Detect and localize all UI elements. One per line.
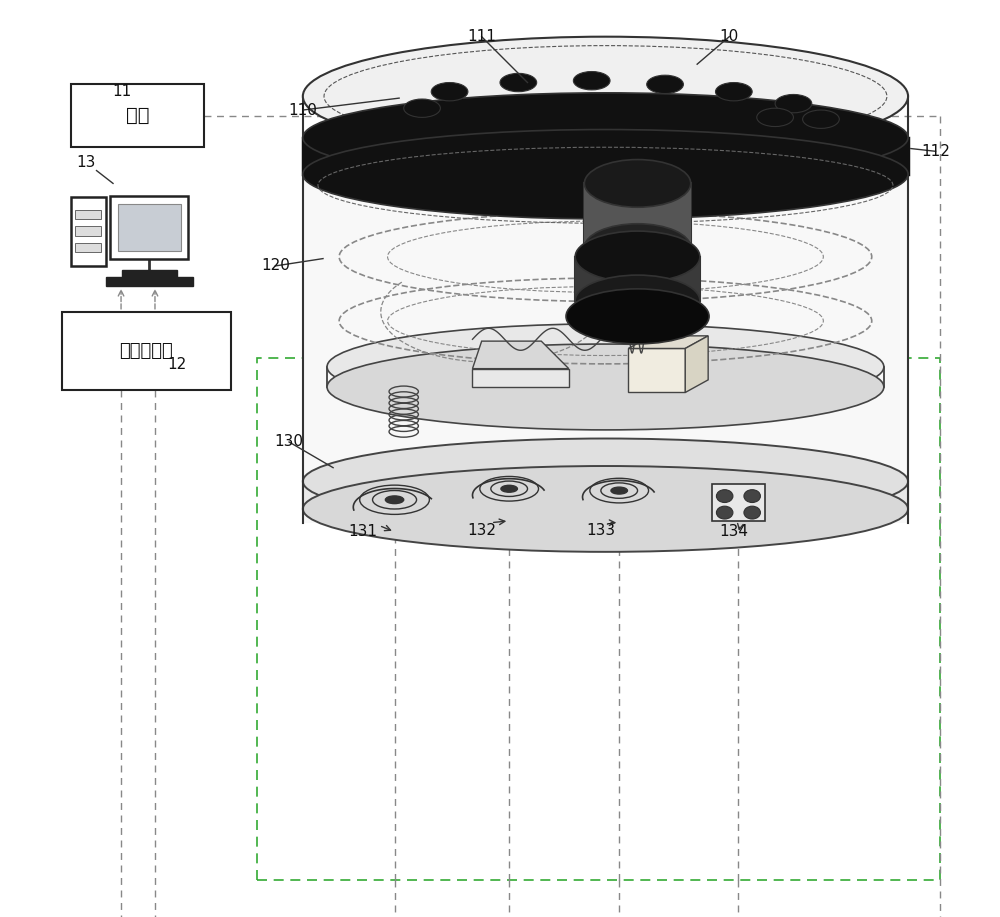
Bar: [712, 484, 765, 522]
Ellipse shape: [715, 83, 752, 101]
Bar: [118, 204, 181, 251]
Text: 光源: 光源: [126, 106, 149, 125]
Text: 111: 111: [467, 29, 496, 44]
Ellipse shape: [647, 75, 683, 94]
Bar: [106, 277, 193, 286]
Ellipse shape: [611, 487, 627, 494]
Text: 133: 133: [586, 523, 615, 537]
Ellipse shape: [500, 73, 537, 92]
Ellipse shape: [431, 83, 468, 101]
Ellipse shape: [303, 466, 908, 552]
Ellipse shape: [584, 224, 691, 271]
Ellipse shape: [744, 490, 760, 503]
Bar: [75, 243, 101, 252]
Bar: [584, 183, 691, 248]
Bar: [628, 348, 685, 392]
Bar: [303, 174, 908, 523]
Bar: [75, 226, 101, 236]
Ellipse shape: [744, 506, 760, 519]
Ellipse shape: [303, 93, 908, 182]
Ellipse shape: [575, 231, 700, 282]
Ellipse shape: [327, 324, 884, 410]
Text: 数据采集卡: 数据采集卡: [120, 342, 173, 359]
Ellipse shape: [303, 37, 908, 156]
Text: 13: 13: [76, 155, 95, 170]
Ellipse shape: [404, 99, 440, 117]
Bar: [257, 358, 940, 880]
Bar: [75, 210, 101, 219]
Bar: [71, 84, 204, 147]
Bar: [303, 481, 908, 509]
Text: 134: 134: [719, 525, 748, 539]
Ellipse shape: [803, 110, 839, 128]
Ellipse shape: [775, 94, 812, 113]
Text: 112: 112: [921, 144, 950, 159]
Ellipse shape: [716, 506, 733, 519]
Ellipse shape: [303, 438, 908, 525]
Ellipse shape: [385, 496, 404, 503]
Ellipse shape: [757, 108, 793, 127]
Ellipse shape: [575, 275, 700, 326]
Text: 110: 110: [288, 103, 317, 117]
Bar: [122, 270, 177, 279]
Text: 131: 131: [348, 525, 377, 539]
Ellipse shape: [566, 289, 709, 344]
Text: 120: 120: [261, 259, 290, 273]
Bar: [575, 257, 700, 301]
Ellipse shape: [573, 72, 610, 90]
Text: 132: 132: [467, 523, 496, 537]
Polygon shape: [472, 341, 569, 369]
Ellipse shape: [303, 129, 908, 219]
Bar: [62, 312, 231, 390]
Text: 12: 12: [168, 357, 187, 371]
Bar: [110, 196, 188, 259]
Bar: [472, 369, 569, 387]
Bar: [71, 197, 106, 266]
Polygon shape: [628, 336, 708, 348]
Ellipse shape: [327, 344, 884, 430]
Text: 130: 130: [275, 435, 304, 449]
Polygon shape: [685, 336, 708, 392]
Text: 11: 11: [113, 84, 132, 99]
Ellipse shape: [584, 160, 691, 207]
Text: 10: 10: [720, 29, 739, 44]
Ellipse shape: [716, 490, 733, 503]
Ellipse shape: [501, 485, 517, 492]
Bar: [303, 138, 908, 174]
